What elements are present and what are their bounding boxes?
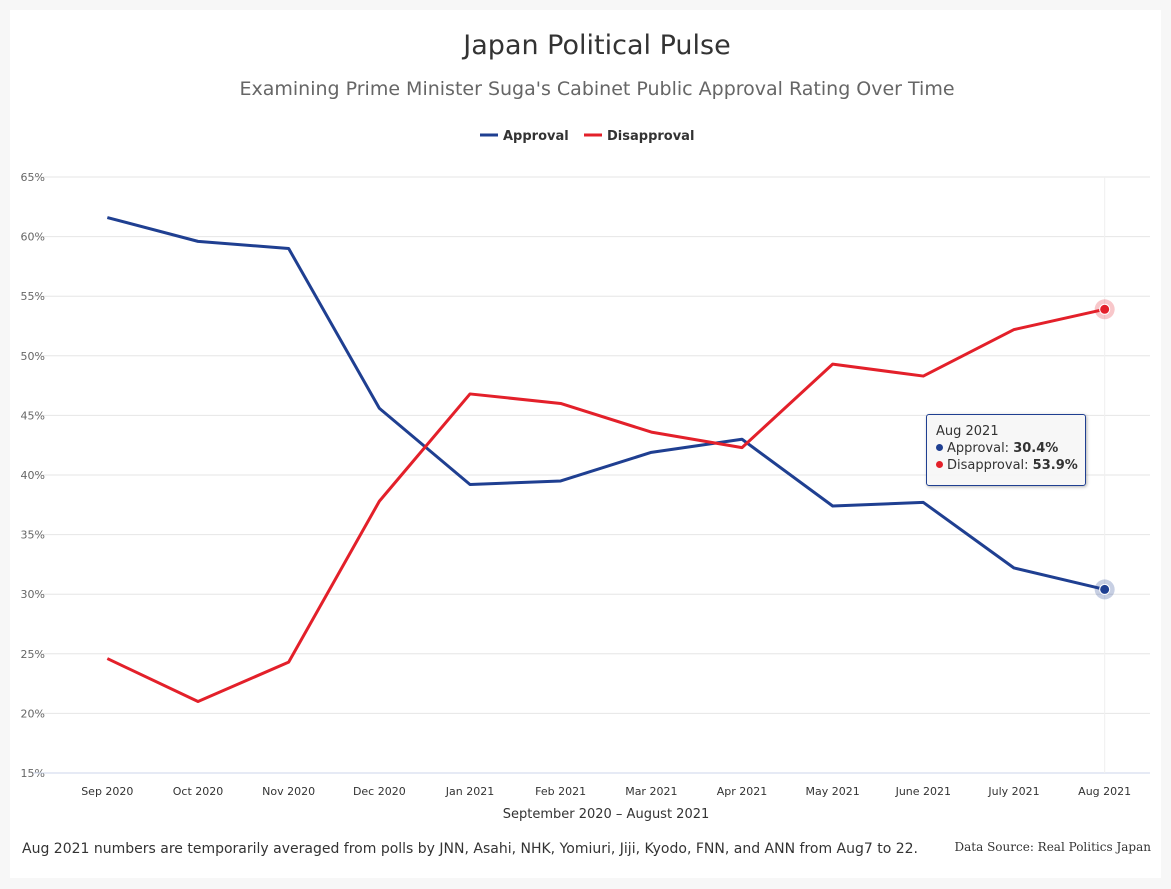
y-tick-label: 40%	[21, 469, 45, 482]
x-tick-label: Nov 2020	[262, 785, 315, 798]
y-tick-label: 35%	[21, 529, 45, 542]
series-line-approval	[106, 216, 1106, 591]
y-tick-label: 55%	[21, 290, 45, 303]
y-tick-label: 25%	[21, 648, 45, 661]
y-tick-label: 20%	[21, 707, 45, 720]
y-tick-label: 50%	[21, 350, 45, 363]
series-line-disapproval	[106, 307, 1105, 703]
x-tick-label: Oct 2020	[173, 785, 224, 798]
data-point	[1099, 583, 1111, 595]
x-tick-label: Apr 2021	[717, 785, 768, 798]
legend-item-approval: Approval	[503, 129, 569, 144]
x-tick-label: June 2021	[895, 785, 951, 798]
data-source: Data Source: Real Politics Japan	[954, 840, 1151, 854]
y-tick-label: 65%	[21, 171, 45, 184]
x-tick-label: Jan 2021	[445, 785, 494, 798]
x-tick-label: Feb 2021	[535, 785, 586, 798]
y-tick-label: 60%	[21, 231, 45, 244]
chart-title: Japan Political Pulse	[461, 30, 730, 61]
x-tick-label: Sep 2020	[81, 785, 133, 798]
x-axis-title: September 2020 – August 2021	[503, 807, 710, 822]
legend-item-disapproval: Disapproval	[607, 129, 694, 144]
tooltip-title: Aug 2021	[936, 424, 999, 439]
y-tick-label: 30%	[21, 588, 45, 601]
chart-subtitle: Examining Prime Minister Suga's Cabinet …	[239, 78, 954, 100]
tooltip: Aug 2021 Approval: 30.4% Disapproval: 53…	[926, 414, 1086, 486]
data-point	[1099, 303, 1111, 315]
tooltip-row-disapproval: Disapproval: 53.9%	[936, 457, 1085, 474]
tooltip-row-approval: Approval: 30.4%	[936, 440, 1085, 457]
x-tick-label: Mar 2021	[625, 785, 677, 798]
y-tick-label: 15%	[21, 767, 45, 780]
x-tick-label: Dec 2020	[353, 785, 406, 798]
footnote: Aug 2021 numbers are temporarily average…	[22, 841, 919, 857]
approval-dot-icon	[936, 444, 943, 451]
disapproval-dot-icon	[936, 461, 943, 468]
x-tick-label: May 2021	[806, 785, 860, 798]
y-tick-label: 45%	[21, 409, 45, 422]
x-tick-label: Aug 2021	[1078, 785, 1131, 798]
x-tick-label: July 2021	[987, 785, 1039, 798]
